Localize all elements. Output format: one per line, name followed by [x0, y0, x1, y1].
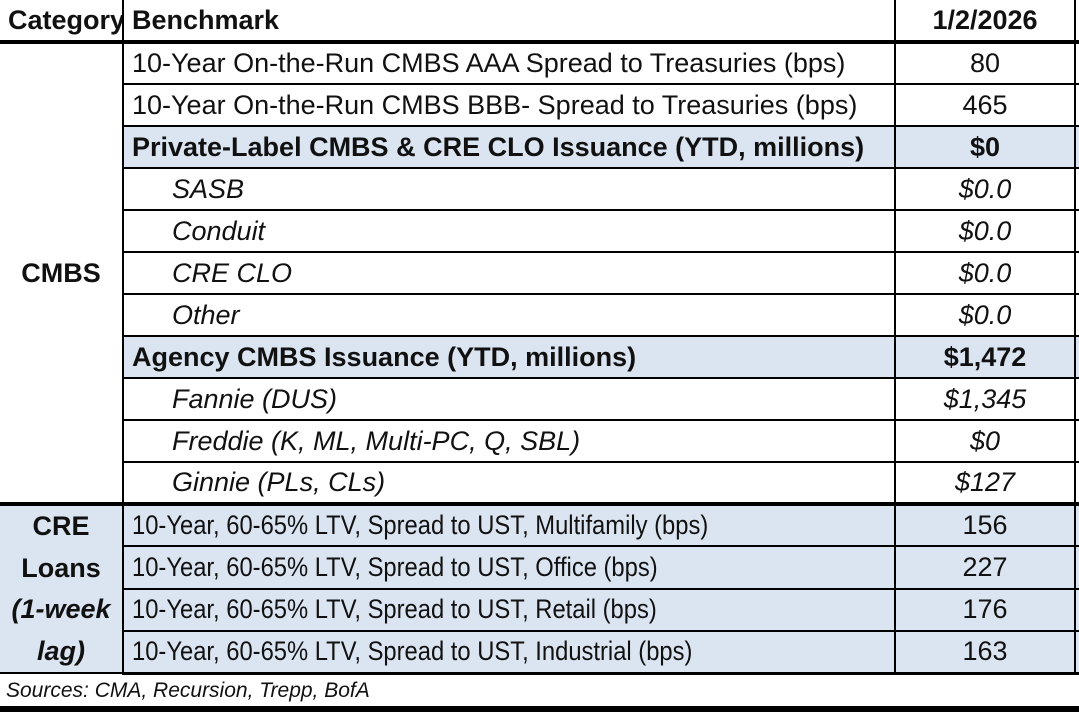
value-cell: 163	[894, 629, 1076, 675]
value-cell: 465	[894, 83, 1076, 127]
category-line: CRE	[32, 511, 90, 542]
benchmark-cell: 10-Year On-the-Run CMBS AAA Spread to Tr…	[122, 41, 896, 85]
benchmark-cell: Freddie (K, ML, Multi-PC, Q, SBL)	[122, 419, 896, 463]
benchmark-label: 10-Year, 60-65% LTV, Spread to UST, Mult…	[132, 510, 709, 541]
benchmark-cell: SASB	[122, 167, 896, 211]
table-row: CRE Loans (1-week lag) 10-Year, 60-65% L…	[0, 501, 1079, 674]
value-cell: $0.0	[894, 209, 1076, 253]
category-label-stack: CRE Loans (1-week lag)	[0, 508, 121, 671]
table-row: SASB $0.0	[0, 167, 1079, 211]
table-row: Ginnie (PLs, CLs) $127	[0, 461, 1079, 505]
benchmark-label: 10-Year, 60-65% LTV, Spread to UST, Indu…	[132, 636, 693, 667]
table-row: Conduit $0.0	[0, 209, 1079, 253]
table-row: Fannie (DUS) $1,345	[0, 377, 1079, 421]
table-row: Freddie (K, ML, Multi-PC, Q, SBL) $0	[0, 419, 1079, 463]
benchmark-label: 10-Year, 60-65% LTV, Spread to UST, Reta…	[132, 594, 657, 625]
benchmarks-table: Category Benchmark 1/2/2026 CMBS 10-Year…	[0, 0, 1079, 675]
benchmark-cell: Agency CMBS Issuance (YTD, millions)	[122, 335, 896, 379]
value-cell: 176	[894, 587, 1076, 632]
column-header-date: 1/2/2026	[894, 0, 1076, 44]
category-cell-cre-loans: CRE Loans (1-week lag)	[0, 502, 124, 674]
value-cell: $127	[894, 461, 1076, 505]
column-header-benchmark: Benchmark	[122, 0, 896, 44]
table-row: 10-Year, 60-65% LTV, Spread to UST, Offi…	[0, 545, 1079, 590]
benchmark-cell: 10-Year, 60-65% LTV, Spread to UST, Offi…	[122, 545, 896, 590]
value-cell: $0.0	[894, 251, 1076, 295]
table-row: CMBS 10-Year On-the-Run CMBS AAA Spread …	[0, 41, 1079, 505]
table-row: 10-Year, 60-65% LTV, Spread to UST, Indu…	[0, 629, 1079, 675]
table-row: 10-Year On-the-Run CMBS BBB- Spread to T…	[0, 83, 1079, 127]
benchmark-label: 10-Year, 60-65% LTV, Spread to UST, Offi…	[132, 551, 658, 582]
category-cell-cmbs: CMBS	[0, 41, 124, 505]
benchmark-cell: CRE CLO	[122, 251, 896, 295]
value-cell: $0.0	[894, 293, 1076, 337]
value-cell: $0	[894, 125, 1076, 169]
category-line: lag)	[36, 635, 85, 666]
table-row: 10-Year, 60-65% LTV, Spread to UST, Reta…	[0, 587, 1079, 632]
category-line: Loans	[21, 552, 101, 583]
table-row: CRE CLO $0.0	[0, 251, 1079, 295]
value-cell: 156	[894, 501, 1076, 548]
benchmark-cell: Fannie (DUS)	[122, 377, 896, 421]
cutoff-column	[1074, 0, 1079, 44]
benchmark-cell: Ginnie (PLs, CLs)	[122, 461, 896, 505]
value-cell: $1,345	[894, 377, 1076, 421]
value-cell: $0	[894, 419, 1076, 463]
value-cell: $1,472	[894, 335, 1076, 379]
benchmark-cell: 10-Year On-the-Run CMBS BBB- Spread to T…	[122, 83, 896, 127]
benchmark-cell: Conduit	[122, 209, 896, 253]
table-row-subtotal: Agency CMBS Issuance (YTD, millions) $1,…	[0, 335, 1079, 379]
column-header-category: Category	[0, 0, 124, 44]
bottom-rule	[0, 706, 1079, 712]
benchmark-cell: Other	[122, 293, 896, 337]
value-cell: 80	[894, 41, 1076, 85]
value-cell: 227	[894, 545, 1076, 590]
benchmark-cell: Private-Label CMBS & CRE CLO Issuance (Y…	[122, 125, 896, 169]
category-line: (1-week	[11, 594, 111, 625]
benchmark-cell: 10-Year, 60-65% LTV, Spread to UST, Reta…	[122, 587, 896, 632]
sources-note: Sources: CMA, Recursion, Trepp, BofA	[6, 679, 370, 702]
benchmark-cell: 10-Year, 60-65% LTV, Spread to UST, Mult…	[122, 501, 896, 548]
table-row-subtotal: Private-Label CMBS & CRE CLO Issuance (Y…	[0, 125, 1079, 169]
benchmark-cell: 10-Year, 60-65% LTV, Spread to UST, Indu…	[122, 629, 896, 675]
table-row: Other $0.0	[0, 293, 1079, 337]
header-row: Category Benchmark 1/2/2026	[0, 0, 1079, 44]
value-cell: $0.0	[894, 167, 1076, 211]
